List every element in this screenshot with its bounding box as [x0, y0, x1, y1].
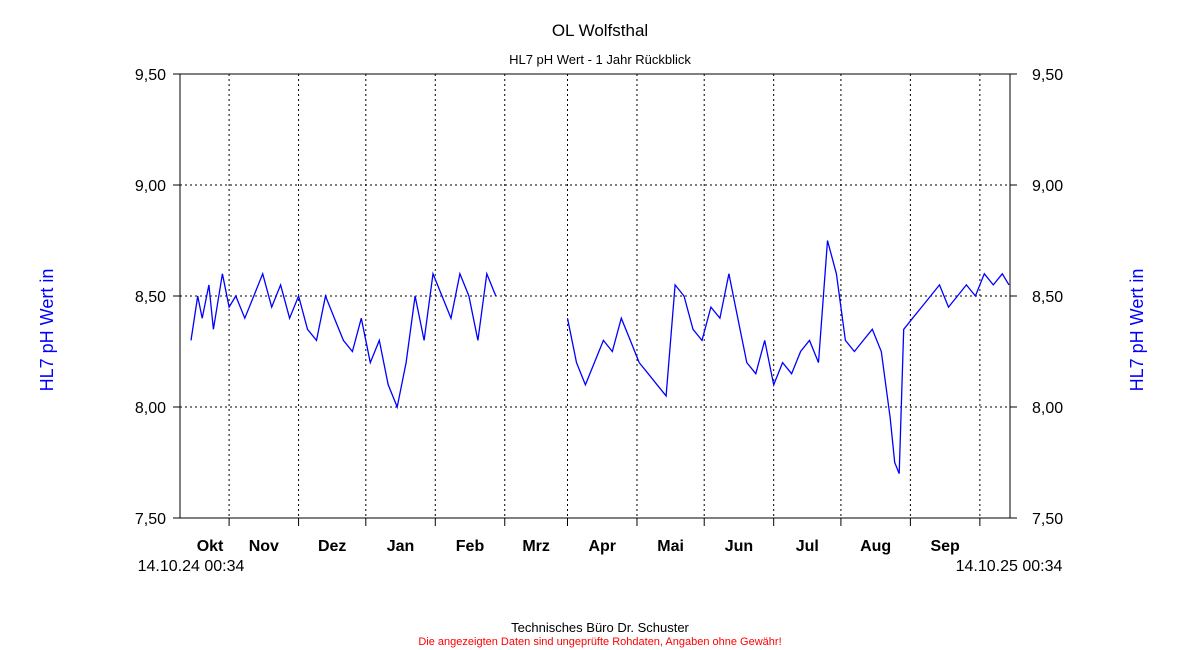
y-tick-label-right: 9,50	[1032, 67, 1063, 84]
y-axis-right: 7,50 8,00 8,50 9,00 9,50	[1010, 67, 1063, 528]
y-tick-label-left: 9,00	[135, 178, 166, 195]
chart-subtitle: HL7 pH Wert - 1 Jahr Rückblick	[509, 52, 691, 67]
x-tick-label: Jan	[387, 538, 415, 555]
y-tick-label-right: 8,50	[1032, 289, 1063, 306]
x-tick-label: Apr	[588, 538, 616, 555]
end-date-label: 14.10.25 00:34	[956, 558, 1063, 575]
x-tick-label: Mai	[657, 538, 684, 555]
plot-gridlines	[180, 74, 1010, 518]
y-axis-left: 7,50 8,00 8,50 9,00 9,50	[135, 67, 180, 528]
x-tick-label: Sep	[930, 538, 960, 555]
y-tick-label-left: 7,50	[135, 511, 166, 528]
plot-series	[190, 240, 1010, 474]
footer-disclaimer: Die angezeigten Daten sind ungeprüfte Ro…	[418, 636, 781, 648]
x-axis: Okt Nov Dez Jan Feb Mrz Apr Mai Jun Jul Aug Sep	[197, 518, 981, 555]
x-tick-label: Okt	[197, 538, 224, 555]
series-line	[190, 240, 1010, 474]
x-tick-label: Jul	[796, 538, 819, 555]
y-axis-label-right: HL7 pH Wert in	[1127, 269, 1147, 392]
y-tick-label-right: 8,00	[1032, 400, 1063, 417]
y-tick-label-left: 8,50	[135, 289, 166, 306]
y-tick-label-left: 8,00	[135, 400, 166, 417]
x-tick-label: Mrz	[522, 538, 550, 555]
x-tick-label: Jun	[725, 538, 753, 555]
y-tick-label-right: 9,00	[1032, 178, 1063, 195]
start-date-label: 14.10.24 00:34	[138, 558, 245, 575]
x-tick-label: Nov	[249, 538, 279, 555]
x-tick-label: Feb	[456, 538, 485, 555]
x-tick-label: Dez	[318, 538, 346, 555]
footer-company: Technisches Büro Dr. Schuster	[511, 620, 689, 635]
chart-title: OL Wolfsthal	[552, 21, 648, 40]
y-tick-label-left: 9,50	[135, 67, 166, 84]
x-tick-label: Aug	[860, 538, 891, 555]
y-tick-label-right: 7,50	[1032, 511, 1063, 528]
y-axis-label-left: HL7 pH Wert in	[37, 269, 57, 392]
